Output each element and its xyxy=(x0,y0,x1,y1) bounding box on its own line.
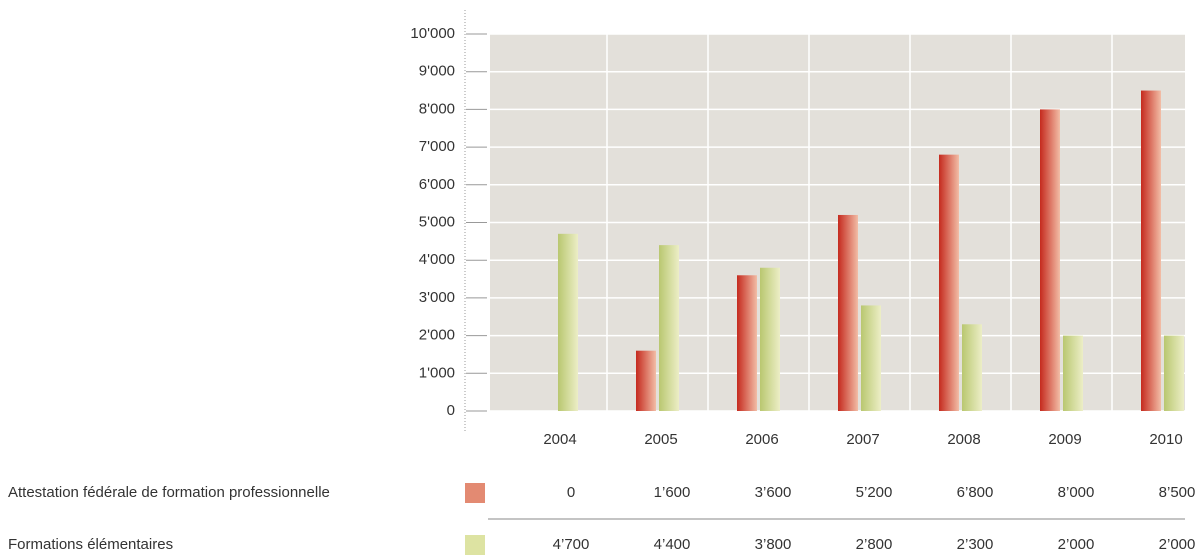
bar xyxy=(838,214,858,411)
table-value: 5’200 xyxy=(856,484,893,501)
y-tick-label: 6'000 xyxy=(419,176,455,193)
y-tick-label: 7'000 xyxy=(419,138,455,155)
x-tick-label: 2010 xyxy=(1149,431,1182,448)
bar xyxy=(861,305,881,411)
bar xyxy=(659,245,679,411)
bar xyxy=(737,275,757,411)
table-value: 0 xyxy=(567,484,575,501)
x-tick-label: 2006 xyxy=(745,431,778,448)
bar xyxy=(1141,90,1161,412)
y-tick-label: 4'000 xyxy=(419,251,455,268)
table-value: 3’600 xyxy=(755,484,792,501)
x-tick-label: 2008 xyxy=(947,431,980,448)
bar xyxy=(962,324,982,411)
y-tick-label: 3'000 xyxy=(419,289,455,306)
y-tick-label: 2'000 xyxy=(419,327,455,344)
x-tick-label: 2005 xyxy=(644,431,677,448)
y-tick-label: 5'000 xyxy=(419,213,455,230)
table-value: 6’800 xyxy=(957,484,994,501)
table-value: 2’000 xyxy=(1159,536,1195,553)
table-value: 2’000 xyxy=(1058,536,1095,553)
legend-swatch xyxy=(465,535,485,555)
bar xyxy=(636,350,656,411)
bar xyxy=(939,154,959,411)
x-tick-label: 2009 xyxy=(1048,431,1081,448)
bar xyxy=(1164,335,1184,411)
table-value: 8’000 xyxy=(1058,484,1095,501)
y-tick-label: 10'000 xyxy=(410,25,455,42)
x-tick-label: 2004 xyxy=(543,431,576,448)
table-value: 4’400 xyxy=(654,536,691,553)
y-tick-label: 9'000 xyxy=(419,63,455,80)
table-value: 2’800 xyxy=(856,536,893,553)
legend-label: Attestation fédérale de formation profes… xyxy=(8,484,330,501)
bar xyxy=(760,267,780,411)
y-tick-label: 8'000 xyxy=(419,100,455,117)
bar xyxy=(558,233,578,411)
table-value: 8’500 xyxy=(1159,484,1195,501)
table-value: 4’700 xyxy=(553,536,590,553)
table-value: 3’800 xyxy=(755,536,792,553)
table-value: 1’600 xyxy=(654,484,691,501)
bar xyxy=(1040,109,1060,412)
legend-label: Formations élémentaires xyxy=(8,536,173,553)
table-value: 2’300 xyxy=(957,536,994,553)
y-tick-label: 0 xyxy=(447,402,455,419)
y-tick-label: 1'000 xyxy=(419,364,455,381)
legend-swatch xyxy=(465,483,485,503)
x-tick-label: 2007 xyxy=(846,431,879,448)
bar xyxy=(1063,335,1083,411)
